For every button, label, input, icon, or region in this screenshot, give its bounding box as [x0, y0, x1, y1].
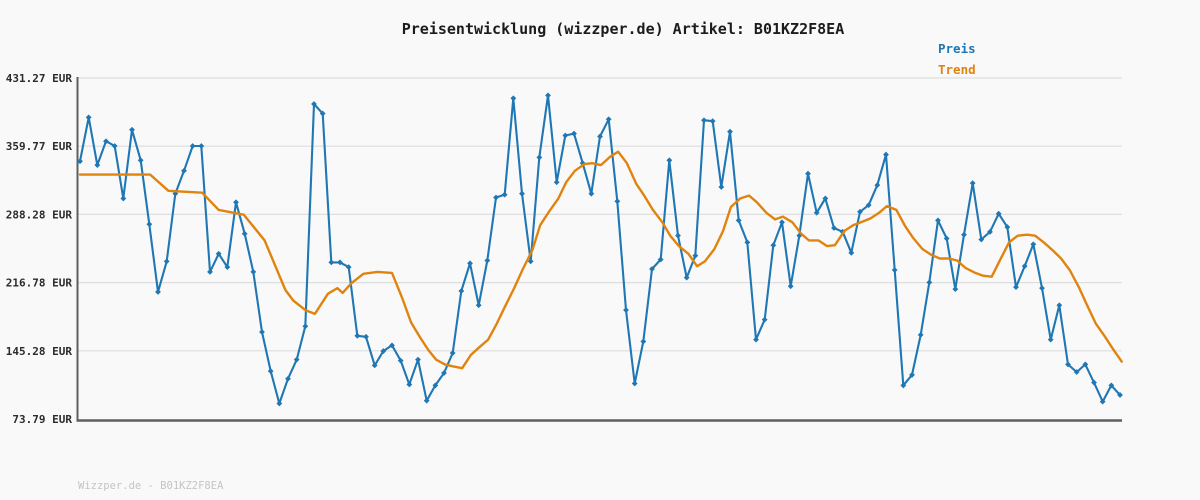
y-tick-label: 73.79 EUR: [12, 413, 72, 426]
price-line: [78, 94, 1122, 405]
y-tick-label: 145.28 EUR: [6, 345, 73, 358]
legend: Preis Trend: [938, 38, 976, 80]
y-tick-label: 359.77 EUR: [6, 140, 73, 153]
y-tick-label: 288.28 EUR: [6, 208, 73, 221]
legend-item-trend: Trend: [938, 62, 976, 77]
chart-title: Preisentwicklung (wizzper.de) Artikel: B…: [401, 20, 845, 38]
y-tick-label: 216.78 EUR: [6, 277, 73, 290]
watermark-text: Wizzper.de - B01KZ2F8EA: [78, 480, 224, 492]
y-tick-label: 431.27 EUR: [6, 72, 73, 85]
legend-item-preis: Preis: [938, 41, 976, 56]
trend-line: [78, 150, 1123, 370]
